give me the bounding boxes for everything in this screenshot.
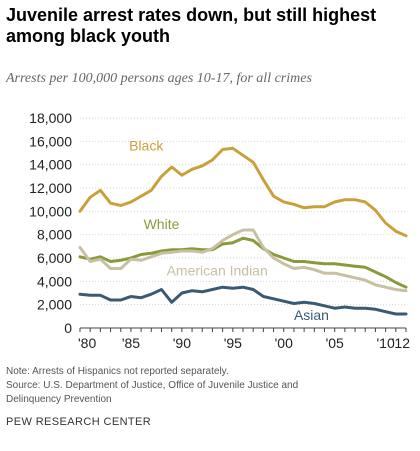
y-tick-label: 0 (64, 320, 72, 336)
y-tick-label: 10,000 (29, 203, 72, 219)
series-labels: Black White American Indian Asian (129, 138, 329, 323)
series-lines (78, 146, 408, 316)
source-text-line-1: Source: U.S. Department of Justice, Offi… (6, 380, 299, 391)
y-tick-label: 14,000 (29, 157, 72, 173)
x-tick-label: '12 (392, 335, 410, 351)
y-tick-label: 16,000 (29, 133, 72, 149)
x-tick-label: '90 (173, 335, 191, 351)
series-label-american-indian: American Indian (167, 263, 268, 279)
note-text: Note: Arrests of Hispanics not reported … (6, 366, 229, 377)
x-tick-label: '05 (326, 335, 344, 351)
y-tick-label: 2,000 (37, 297, 72, 313)
series-line-american-indian (78, 228, 408, 293)
source-text-line-2: Delinquency Prevention (6, 394, 112, 405)
x-tick-label: '85 (122, 335, 140, 351)
y-tick-label: 18,000 (29, 110, 72, 126)
axes: 0 2,000 4,000 6,000 8,000 10,000 12,000 14,000 1… (29, 110, 410, 351)
x-tick-label: '95 (224, 335, 242, 351)
chart-title: Juvenile arrest rates down, but still hi… (6, 5, 377, 46)
y-tick-label: 8,000 (37, 227, 72, 243)
series-label-white: White (144, 216, 180, 232)
brand-logo-text: PEW RESEARCH CENTER (6, 416, 152, 428)
y-tick-label: 12,000 (29, 180, 72, 196)
series-label-asian: Asian (294, 307, 329, 323)
x-tick-label: '80 (78, 335, 96, 351)
series-line-asian (78, 285, 408, 316)
chart-notes: Note: Arrests of Hispanics not reported … (6, 365, 411, 407)
chart-subtitle: Arrests per 100,000 persons ages 10-17, … (6, 71, 312, 86)
series-line-black (78, 146, 408, 238)
series-line-white (78, 236, 408, 289)
series-label-black: Black (129, 138, 164, 154)
x-tick-label: '10 (377, 335, 395, 351)
x-tick-label: '00 (275, 335, 293, 351)
y-tick-label: 4,000 (37, 273, 72, 289)
y-tick-label: 6,000 (37, 250, 72, 266)
